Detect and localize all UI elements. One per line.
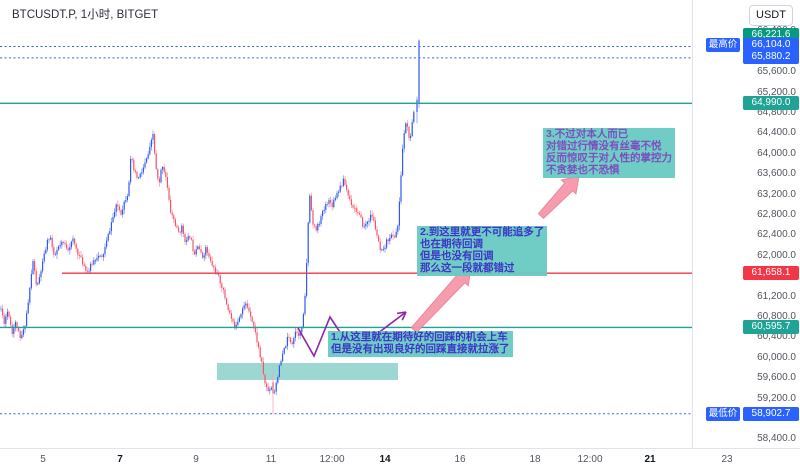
time-tick-label: 21	[644, 454, 656, 465]
time-tick-label: 9	[193, 454, 199, 465]
price-tick-label: 64,400.0	[757, 127, 796, 139]
price-line-badge[interactable]: 65,880.2	[743, 50, 799, 64]
annotation-note-1[interactable]: 1.从这里就在期待好的回踩的机会上车 但是没有出现良好的回踩直接就拉涨了	[328, 331, 513, 357]
price-tick-label: 60,000.0	[757, 351, 796, 363]
annotation-note-2[interactable]: 2.到这里就更不可能追多了 也在期待回调 但是也没有回调 那么这一段就都错过	[417, 226, 548, 276]
price-tick-label: 63,600.0	[757, 168, 796, 180]
price-line-badge[interactable]: 61,658.1	[743, 266, 799, 281]
annotation-text: 2.到这里就更不可能追多了	[420, 226, 545, 238]
time-tick-label: 5	[40, 454, 46, 465]
annotation-note-3[interactable]: 3.不过对本人而已 对错过行情没有丝毫不悦 反而惊叹于对人性的掌控力 不贪婪也不…	[543, 128, 675, 178]
price-tick-label: 62,800.0	[757, 209, 796, 220]
price-tick-label: 64,000.0	[757, 147, 796, 159]
price-tick-label: 58,400.0	[757, 433, 796, 445]
annotation-text: 反而惊叹于对人性的掌控力	[546, 151, 672, 164]
price-tick-label: 64,800.0	[757, 107, 796, 118]
currency-toggle-button[interactable]: USDT	[749, 5, 793, 26]
candlestick-chart[interactable]	[0, 0, 692, 448]
symbol-legend[interactable]: BTCUSDT.P, 1小时, BITGET	[12, 9, 159, 21]
annotation-text: 但是也没有回调	[420, 249, 494, 262]
price-tick-label: 62,400.0	[757, 229, 796, 241]
time-tick-label: 23	[721, 454, 733, 465]
time-axis[interactable]: 5 7 9 11 12:00 14 16 18 12:00 21 23	[0, 448, 800, 472]
price-tick-label: 59,200.0	[757, 392, 796, 404]
price-lines[interactable]	[0, 46, 692, 415]
price-tick-label: 59,600.0	[757, 372, 796, 384]
price-tick-label: 60,400.0	[757, 331, 796, 343]
price-tick-label: 60,800.0	[757, 311, 796, 322]
price-tick-label: 61,200.0	[757, 290, 796, 302]
annotation-text: 那么这一段就都错过	[420, 261, 515, 274]
price-line-name-badge[interactable]: 最高价	[706, 38, 740, 52]
time-tick-label: 18	[529, 454, 541, 465]
time-tick-label: 7	[117, 454, 123, 465]
price-line-badge[interactable]: 66,104.0	[743, 38, 799, 52]
time-tick-label: 14	[379, 454, 391, 465]
time-tick-label: 12:00	[319, 454, 345, 465]
annotation-text: 对错过行情没有丝毫不悦	[546, 139, 662, 152]
annotation-text: 不贪婪也不恐惧	[546, 163, 620, 176]
price-tick-label: 65,600.0	[757, 66, 796, 78]
candles	[0, 39, 420, 414]
price-line-badge[interactable]: 64,990.0	[743, 96, 799, 111]
price-tick-label: 63,200.0	[757, 188, 796, 200]
time-tick-label: 12:00	[577, 454, 603, 465]
time-tick-label: 11	[265, 454, 277, 465]
price-tick-label: 65,200.0	[757, 86, 796, 98]
annotation-text: 也在期待回调	[420, 237, 483, 250]
annotation-text: 3.不过对本人而已	[546, 128, 629, 140]
demand-zone-rectangle[interactable]	[217, 363, 398, 380]
annotation-text: 但是没有出现良好的回踩直接就拉涨了	[331, 342, 510, 355]
price-line-badge[interactable]: 60,595.7	[743, 320, 799, 335]
price-line-badge[interactable]: 58,902.7	[743, 406, 799, 421]
price-axis[interactable]: 66,400.065,600.065,200.064,800.064,400.0…	[692, 0, 800, 448]
price-line-name-badge[interactable]: 最低价	[706, 406, 740, 421]
time-tick-label: 16	[454, 454, 466, 465]
price-tick-label: 62,000.0	[757, 249, 796, 261]
annotation-text: 1.从这里就在期待好的回踩的机会上车	[331, 331, 508, 343]
